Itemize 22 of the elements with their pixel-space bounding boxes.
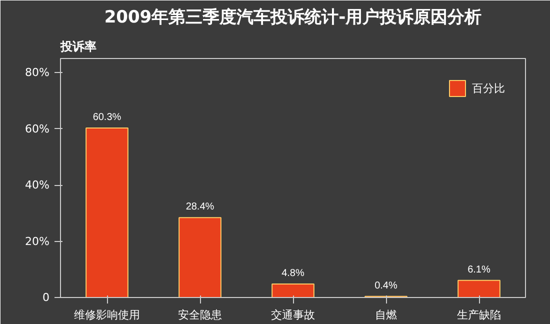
- x-tick-label: 生产缺陷: [457, 308, 501, 322]
- x-tick-label: 交通事故: [271, 308, 315, 322]
- y-tick-label: 80%: [25, 66, 50, 80]
- y-tick-label: 0: [42, 291, 50, 304]
- x-tick-label: 安全隐患: [178, 308, 222, 322]
- data-label: 4.8%: [282, 268, 305, 280]
- data-label: 28.4%: [186, 202, 214, 213]
- y-axis-title: 投诉率: [60, 40, 96, 54]
- bar: [86, 127, 128, 298]
- bar: [178, 217, 222, 298]
- data-label: 6.1%: [468, 264, 491, 276]
- chart-title: 2009年第三季度汽车投诉统计-用户投诉原因分析: [104, 8, 482, 28]
- y-tick-label: 20%: [25, 234, 50, 248]
- bar: [458, 280, 500, 298]
- data-label: 60.3%: [92, 112, 122, 123]
- x-tick-label: 维修影响使用: [74, 308, 140, 322]
- data-label: 0.4%: [374, 280, 398, 292]
- y-tick-label: 60%: [25, 122, 50, 136]
- bar: [272, 284, 314, 298]
- x-tick-label: 自燃: [375, 308, 397, 322]
- y-tick-label: 40%: [25, 178, 50, 192]
- legend-label: 百分比: [472, 82, 505, 96]
